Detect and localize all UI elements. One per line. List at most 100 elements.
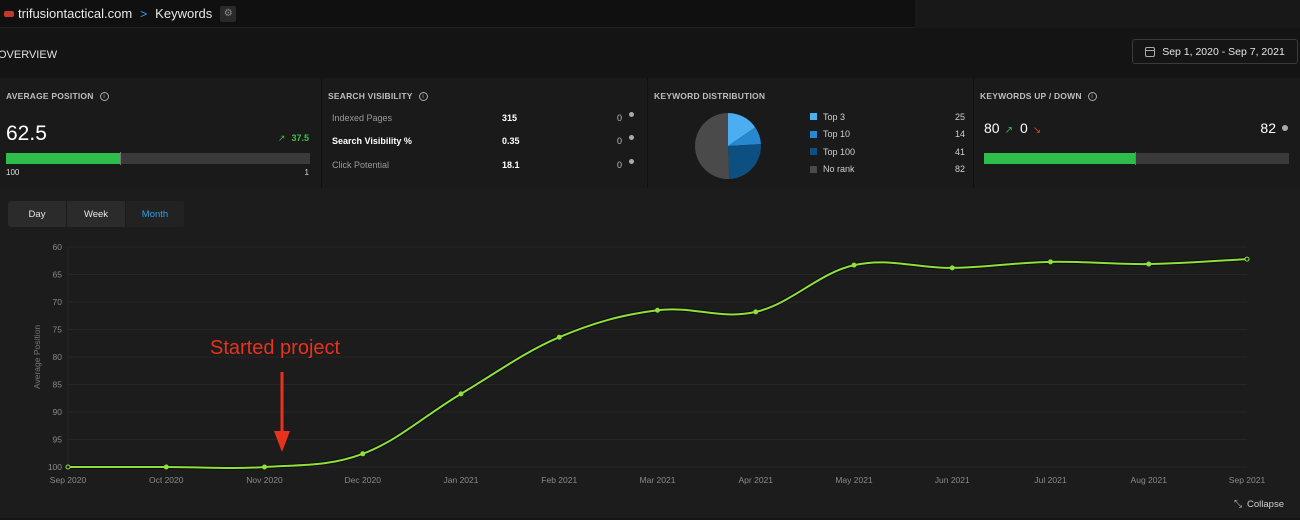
row-label: Click Potential — [332, 160, 390, 170]
x-tick-label: Feb 2021 — [541, 475, 577, 485]
top-bar: trifusiontactical.com > Keywords ⚙ — [0, 0, 1300, 28]
legend-item[interactable]: Top 3 25 — [810, 108, 965, 126]
y-tick-label: 65 — [53, 270, 63, 280]
x-tick-label: May 2021 — [835, 475, 873, 485]
keywords-total-count: 82 — [1260, 120, 1276, 136]
data-point[interactable] — [851, 262, 857, 268]
row-change: 0 — [616, 113, 622, 123]
data-point[interactable] — [1244, 256, 1250, 262]
keywords-up-bar — [984, 152, 1289, 165]
row-label: Indexed Pages — [332, 113, 393, 123]
average-position-value: 62.5 — [6, 122, 47, 145]
card-title: KEYWORD DISTRIBUTION — [654, 91, 766, 101]
card-title: AVERAGE POSITION — [6, 91, 94, 101]
legend-label: Top 3 — [823, 111, 846, 122]
keywords-total: 82 — [1260, 120, 1288, 136]
x-tick-label: Sep 2021 — [1229, 475, 1266, 485]
data-point[interactable] — [458, 391, 464, 397]
data-point[interactable] — [949, 265, 955, 271]
x-tick-label: Dec 2020 — [345, 475, 382, 485]
data-point[interactable] — [1146, 261, 1152, 267]
legend-item[interactable]: Top 100 41 — [810, 143, 965, 161]
card-average-position: AVERAGE POSITION i 62.5 ↗ 37.5 100 1 — [0, 78, 322, 188]
x-tick-label: Jul 2021 — [1034, 475, 1066, 485]
bar-max-label: 1 — [304, 168, 309, 177]
data-point[interactable] — [65, 464, 71, 470]
distribution-pie-chart — [695, 113, 761, 179]
legend-value: 41 — [954, 146, 965, 157]
change-value: 37.5 — [291, 133, 309, 143]
data-point[interactable] — [163, 464, 169, 470]
legend-swatch-icon — [810, 148, 817, 156]
breadcrumb-site[interactable]: trifusiontactical.com — [18, 6, 133, 21]
keywords-movement: 80 ↗ 0 ↘ — [984, 120, 1041, 136]
info-icon[interactable]: i — [99, 91, 109, 101]
page-title: OVERVIEW — [0, 49, 58, 61]
y-tick-label: 80 — [53, 352, 63, 362]
x-tick-label: Jun 2021 — [935, 475, 970, 485]
date-range-button[interactable]: Sep 1, 2020 - Sep 7, 2021 — [1132, 39, 1298, 64]
legend-label: Top 100 — [823, 146, 856, 157]
row-value: 18.1 — [502, 160, 520, 170]
info-icon[interactable]: i — [1087, 91, 1097, 101]
tab-week[interactable]: Week — [67, 201, 126, 227]
data-point[interactable] — [262, 464, 267, 470]
gear-icon[interactable]: ⚙ — [220, 5, 237, 22]
visibility-row: Search Visibility % 0.35 0 — [332, 135, 636, 146]
row-change: 0 — [616, 136, 622, 146]
legend-swatch-icon — [810, 130, 817, 138]
data-point[interactable] — [753, 309, 759, 315]
collapse-button[interactable]: ⤡ Collapse — [1234, 499, 1284, 510]
status-dot-icon — [629, 112, 634, 117]
visibility-row: Indexed Pages 315 0 — [332, 112, 636, 123]
info-icon[interactable]: i — [418, 91, 428, 101]
legend-item[interactable]: Top 10 14 — [810, 126, 965, 144]
status-dot-icon — [1282, 125, 1288, 131]
data-point[interactable] — [655, 307, 660, 313]
overview-cards: AVERAGE POSITION i 62.5 ↗ 37.5 100 1 SEARC… — [0, 78, 1300, 188]
row-value: 315 — [502, 113, 518, 123]
y-tick-label: 60 — [53, 242, 63, 252]
legend-label: No rank — [823, 164, 855, 175]
average-position-chart: 60 65 70 75 80 85 90 95 100 Average Position Sep 2… — [32, 242, 1266, 485]
calendar-icon — [1145, 46, 1156, 57]
series-line — [68, 258, 1248, 470]
card-keywords-up-down: KEYWORDS UP / DOWN i 80 ↗ 0 ↘ 82 — [974, 78, 1300, 188]
x-tick-label: Oct 2020 — [149, 475, 184, 485]
tab-month[interactable]: Month — [126, 201, 184, 227]
y-tick-label: 85 — [53, 380, 63, 390]
tab-day[interactable]: Day — [8, 201, 67, 227]
data-point[interactable] — [1048, 259, 1053, 265]
x-tick-label: Jan 2021 — [444, 475, 479, 485]
collapse-icon: ⤡ — [1234, 499, 1243, 510]
data-point[interactable] — [556, 334, 562, 340]
granularity-tabs: Day Week Month — [8, 201, 184, 227]
bar-fill — [6, 153, 120, 164]
bar-marker — [1135, 152, 1137, 165]
pie-slice-3 — [695, 113, 730, 179]
card-keyword-distribution: KEYWORD DISTRIBUTION Top 3 25 Top 10 14 Top … — [648, 78, 974, 188]
visibility-row: Click Potential 18.1 0 — [332, 159, 636, 170]
card-title: SEARCH VISIBILITY — [328, 91, 413, 101]
legend-swatch-icon — [810, 165, 817, 173]
legend-item[interactable]: No rank 82 — [810, 161, 965, 179]
y-tick-label: 95 — [53, 435, 63, 445]
chart-panel: Day Week Month 60 65 70 75 80 85 90 95 100 Averag… — [0, 188, 1300, 518]
y-tick-label: 75 — [53, 325, 63, 335]
arrow-up-right-icon: ↗ — [277, 133, 286, 143]
topbar-right-area — [915, 0, 1300, 28]
y-tick-label: 100 — [48, 462, 62, 472]
y-tick-label: 90 — [53, 407, 63, 417]
x-tick-label: Mar 2021 — [640, 475, 676, 485]
bar-min-label: 100 — [6, 168, 20, 177]
bar-fill — [984, 153, 1136, 164]
annotation-label: Started project — [210, 337, 341, 359]
series-line-shadow — [68, 257, 1248, 471]
legend-label: Top 10 — [823, 129, 851, 140]
data-point[interactable] — [360, 451, 366, 457]
pie-slice-1 — [728, 127, 761, 146]
x-tick-label: Nov 2020 — [246, 475, 283, 485]
pie-slice-2 — [728, 144, 761, 179]
x-tick-label: Sep 2020 — [50, 475, 87, 485]
y-tick-label: 70 — [53, 297, 63, 307]
